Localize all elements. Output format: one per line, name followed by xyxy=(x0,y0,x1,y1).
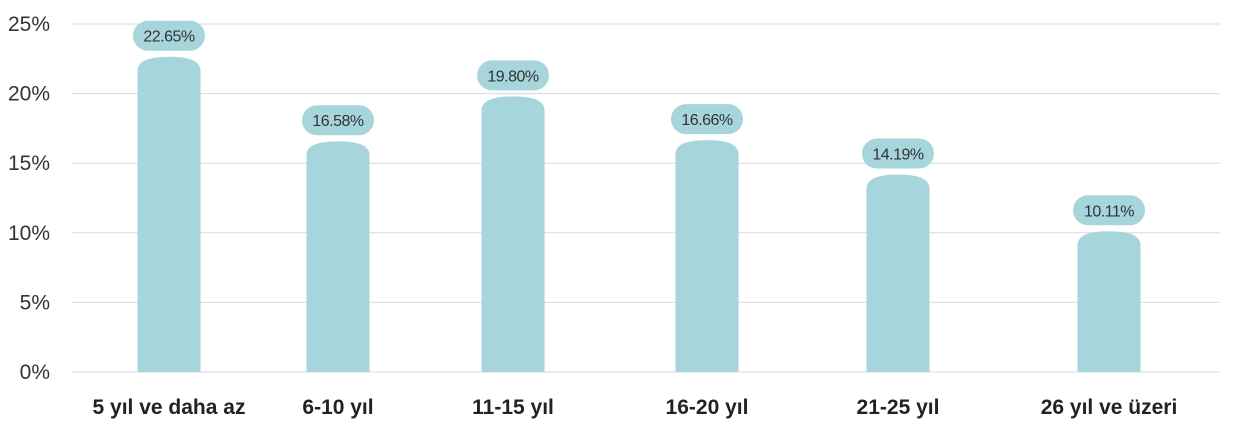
bar xyxy=(675,140,739,372)
bar xyxy=(481,96,545,372)
data-label-background xyxy=(133,20,205,51)
bar xyxy=(306,141,370,372)
y-tick-label: 15% xyxy=(8,152,50,175)
category-label: 11-15 yıl xyxy=(472,396,554,419)
y-axis-tick-labels: 0% 5% 10% 15% 20% 25% xyxy=(8,13,50,384)
y-tick-label: 20% xyxy=(8,83,50,106)
category-label: 5 yıl ve daha az xyxy=(93,396,246,419)
data-label-background xyxy=(671,104,743,135)
data-label: 16.58% xyxy=(312,113,364,130)
category-label: 6-10 yıl xyxy=(302,396,373,419)
bar xyxy=(137,56,201,372)
y-tick-label: 5% xyxy=(20,291,50,314)
gridlines xyxy=(72,23,1220,373)
y-tick-label: 25% xyxy=(8,13,50,36)
bar xyxy=(1077,231,1141,372)
bar xyxy=(866,174,930,372)
data-label: 19.80% xyxy=(487,68,539,85)
data-label-background xyxy=(477,60,549,91)
data-label-background xyxy=(1073,195,1145,226)
x-axis-category-labels: 5 yıl ve daha az 6-10 yıl 11-15 yıl 16-20 y… xyxy=(93,396,1178,419)
data-label: 10.11% xyxy=(1084,203,1134,220)
data-label: 14.19% xyxy=(872,146,924,163)
category-label: 16-20 yıl xyxy=(666,396,749,419)
data-label: 16.66% xyxy=(681,112,733,129)
data-label: 22.65% xyxy=(143,29,195,46)
data-labels: 22.65% 16.58% 19.80% 16.66% 14.19% 10.11% xyxy=(133,20,1145,226)
category-label: 21-25 yıl xyxy=(857,396,940,419)
y-tick-label: 10% xyxy=(8,222,50,245)
y-tick-label: 0% xyxy=(20,361,50,384)
category-label: 26 yıl ve üzeri xyxy=(1041,396,1178,419)
data-label-background xyxy=(862,138,934,169)
data-label-background xyxy=(302,105,374,136)
bars xyxy=(137,56,1141,372)
